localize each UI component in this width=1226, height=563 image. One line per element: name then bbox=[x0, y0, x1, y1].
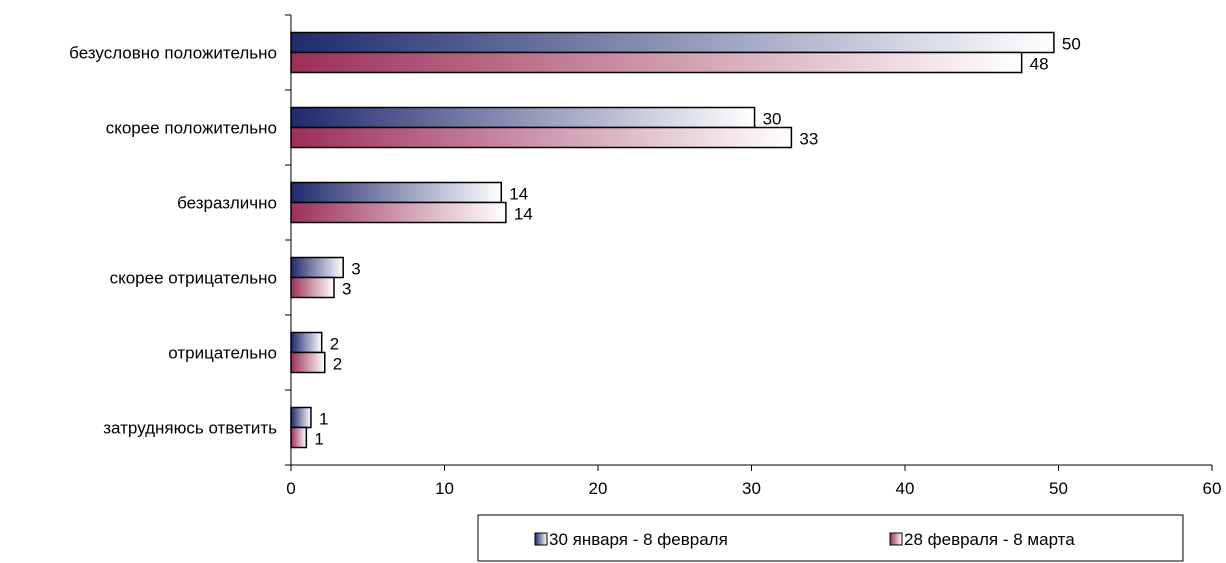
bar-series-2 bbox=[290, 201, 507, 224]
category-label: затрудняюсь ответить bbox=[103, 419, 277, 438]
category-label: скорее положительно bbox=[106, 119, 277, 138]
legend: 30 января - 8 февраля 28 февраля - 8 мар… bbox=[477, 514, 1184, 562]
legend-swatch-series-1 bbox=[534, 532, 548, 546]
value-label-series-1: 14 bbox=[509, 185, 528, 204]
bar-series-1 bbox=[290, 31, 1055, 54]
bar-series-1 bbox=[290, 331, 323, 354]
category-label: отрицательно bbox=[168, 344, 277, 363]
bar-series-1 bbox=[290, 406, 312, 429]
value-label-series-1: 2 bbox=[330, 335, 339, 354]
value-label-series-1: 30 bbox=[763, 110, 782, 129]
bar-series-2 bbox=[290, 351, 326, 374]
category-label: безразлично bbox=[177, 194, 277, 213]
x-tick-label: 10 bbox=[435, 479, 454, 498]
value-label-series-1: 3 bbox=[351, 260, 360, 279]
value-label-series-2: 14 bbox=[514, 205, 533, 224]
category-label: безусловно положительно bbox=[69, 44, 277, 63]
axes bbox=[285, 14, 1213, 471]
labels: 0 10 20 30 40 50 60 безусловно положительно скор… bbox=[69, 35, 1221, 499]
value-label-series-1: 50 bbox=[1062, 35, 1081, 54]
value-label-series-1: 1 bbox=[319, 410, 328, 429]
value-label-series-2: 33 bbox=[799, 130, 818, 149]
bar-series-1 bbox=[290, 181, 503, 204]
x-tick-label: 40 bbox=[896, 479, 915, 498]
bar-series-2 bbox=[290, 126, 793, 149]
value-label-series-2: 2 bbox=[333, 355, 342, 374]
legend-swatch-series-2 bbox=[889, 532, 903, 546]
value-label-series-2: 3 bbox=[342, 280, 351, 299]
bar-series-2 bbox=[290, 276, 335, 299]
category-label: скорее отрицательно bbox=[110, 269, 277, 288]
legend-label-series-1: 30 января - 8 февраля bbox=[549, 530, 728, 549]
x-tick-label: 60 bbox=[1203, 479, 1222, 498]
bar-series-1 bbox=[290, 106, 756, 129]
x-tick-label: 20 bbox=[589, 479, 608, 498]
legend-box bbox=[477, 514, 1184, 562]
x-tick-label: 30 bbox=[742, 479, 761, 498]
value-label-series-2: 48 bbox=[1030, 55, 1049, 74]
bar-series-1 bbox=[290, 256, 344, 279]
value-label-series-2: 1 bbox=[314, 430, 323, 449]
x-tick-label: 0 bbox=[286, 479, 295, 498]
legend-label-series-2: 28 февраля - 8 марта bbox=[904, 530, 1075, 549]
bar-series-2 bbox=[290, 426, 308, 449]
bar-series-2 bbox=[290, 51, 1023, 74]
bars bbox=[290, 31, 1055, 449]
x-tick-label: 50 bbox=[1049, 479, 1068, 498]
